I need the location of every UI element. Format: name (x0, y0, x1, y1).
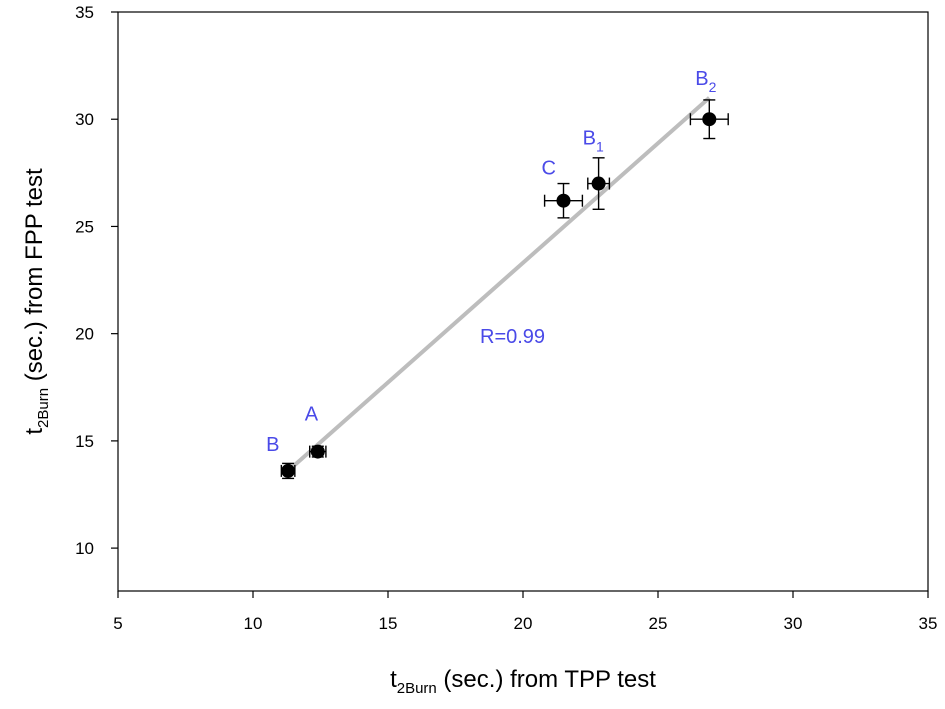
x-tick-label: 20 (514, 614, 533, 633)
x-axis: 5 10 15 20 25 30 35 (113, 591, 937, 633)
y-axis: 10 15 20 25 30 35 (75, 3, 118, 558)
point-label: A (305, 404, 319, 426)
y-tick-label: 25 (75, 217, 94, 236)
x-tick-label: 5 (113, 614, 122, 633)
y-tick-label: 35 (75, 3, 94, 22)
x-tick-label: 15 (379, 614, 398, 633)
x-axis-title-base: t (390, 666, 397, 693)
data-point (281, 463, 296, 478)
point-labels: B A C B1 B2 (266, 68, 717, 456)
x-tick-label: 10 (244, 614, 263, 633)
data-point (591, 176, 606, 191)
point-label: B (266, 434, 279, 456)
plot-frame (117, 11, 929, 592)
x-axis-title: t2Burn (sec.) from TPP test (390, 666, 656, 697)
y-axis-title-base: t (21, 428, 48, 435)
fit-line (286, 96, 711, 473)
x-axis-title-rest: (sec.) from TPP test (437, 666, 656, 693)
data-point (702, 112, 717, 127)
x-tick-label: 35 (919, 614, 938, 633)
x-tick-label: 25 (649, 614, 668, 633)
x-axis-title-subscript: 2Burn (397, 680, 437, 697)
y-tick-label: 10 (75, 539, 94, 558)
error-bars (280, 99, 729, 480)
y-tick-label: 20 (75, 325, 94, 344)
y-axis-title-subscript: 2Burn (35, 388, 52, 428)
y-axis-title: t2Burn (sec.) from FPP test (21, 168, 52, 435)
point-label: B2 (695, 68, 716, 95)
x-tick-label: 30 (784, 614, 803, 633)
y-tick-label: 30 (75, 110, 94, 129)
y-axis-title-rest: (sec.) from FPP test (21, 168, 48, 388)
point-label: C (542, 158, 556, 180)
data-points (281, 112, 717, 478)
data-point (556, 193, 571, 208)
point-label: B1 (583, 128, 604, 155)
y-tick-label: 15 (75, 432, 94, 451)
data-point (310, 444, 325, 459)
correlation-annotation: R=0.99 (480, 326, 545, 348)
